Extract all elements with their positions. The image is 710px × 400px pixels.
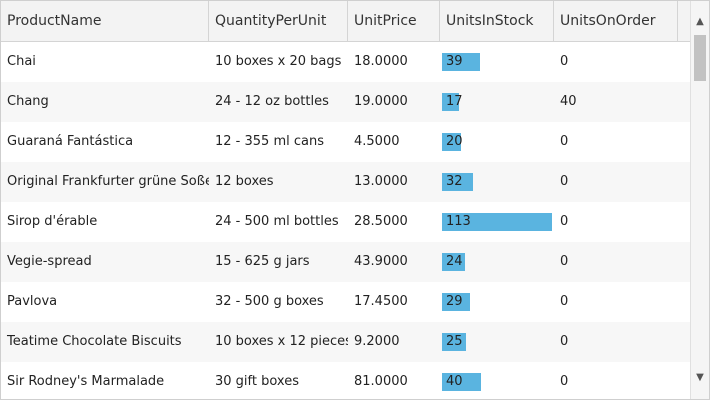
cell-quantityperunit: 24 - 500 ml bottles bbox=[215, 214, 339, 229]
cell-unitsinstock: 29 bbox=[440, 282, 554, 322]
cell-quantityperunit: 24 - 12 oz bottles bbox=[215, 94, 329, 109]
table-row[interactable]: Pavlova 32 - 500 g boxes 17.4500 29 0 bbox=[1, 282, 691, 322]
cell-unitsinstock: 25 bbox=[440, 322, 554, 362]
cell-unitsonorder: 0 bbox=[560, 254, 569, 269]
cell-unitsinstock: 20 bbox=[440, 122, 554, 162]
cell-productname: Chai bbox=[7, 54, 36, 69]
stock-bar bbox=[442, 173, 473, 191]
column-header-quantityperunit[interactable]: QuantityPerUnit bbox=[209, 1, 348, 41]
cell-unitprice: 81.0000 bbox=[354, 374, 408, 389]
column-header-unitsonorder[interactable]: UnitsOnOrder bbox=[554, 1, 678, 41]
cell-unitsinstock: 17 bbox=[440, 82, 554, 122]
cell-productname: Vegie-spread bbox=[7, 254, 92, 269]
cell-unitprice: 28.5000 bbox=[354, 214, 408, 229]
cell-unitsonorder: 0 bbox=[560, 134, 569, 149]
cell-quantityperunit: 30 gift boxes bbox=[215, 374, 299, 389]
cell-unitsonorder: 40 bbox=[560, 94, 577, 109]
grid-header: ProductName QuantityPerUnit UnitPrice Un… bbox=[1, 1, 709, 42]
cell-unitsonorder: 0 bbox=[560, 374, 569, 389]
cell-unitsinstock: 32 bbox=[440, 162, 554, 202]
cell-unitsonorder: 0 bbox=[560, 334, 569, 349]
cell-unitsinstock: 39 bbox=[440, 42, 554, 82]
cell-unitprice: 9.2000 bbox=[354, 334, 400, 349]
chevron-up-icon[interactable]: ▲ bbox=[696, 16, 704, 27]
table-row[interactable]: Guaraná Fantástica 12 - 355 ml cans 4.5000… bbox=[1, 122, 691, 162]
cell-unitsonorder: 0 bbox=[560, 214, 569, 229]
cell-unitprice: 13.0000 bbox=[354, 174, 408, 189]
table-row[interactable]: Vegie-spread 15 - 625 g jars 43.9000 24 0 bbox=[1, 242, 691, 282]
stock-value: 113 bbox=[446, 214, 471, 229]
cell-quantityperunit: 12 boxes bbox=[215, 174, 274, 189]
column-header-productname[interactable]: ProductName bbox=[1, 1, 209, 41]
cell-unitprice: 18.0000 bbox=[354, 54, 408, 69]
column-header-unitsinstock[interactable]: UnitsInStock bbox=[440, 1, 554, 41]
stock-value: 24 bbox=[446, 254, 463, 269]
cell-productname: Pavlova bbox=[7, 294, 58, 309]
grid-body: Chai 10 boxes x 20 bags 18.0000 39 0 Chang 24 … bbox=[1, 42, 691, 399]
cell-quantityperunit: 12 - 355 ml cans bbox=[215, 134, 324, 149]
cell-productname: Sirop d'érable bbox=[7, 214, 98, 229]
cell-unitprice: 4.5000 bbox=[354, 134, 400, 149]
stock-value: 20 bbox=[446, 134, 463, 149]
vertical-scrollbar[interactable]: ▲ ▼ bbox=[690, 1, 709, 399]
table-row[interactable]: Chang 24 - 12 oz bottles 19.0000 17 40 bbox=[1, 82, 691, 122]
cell-quantityperunit: 32 - 500 g boxes bbox=[215, 294, 324, 309]
cell-productname: Guaraná Fantástica bbox=[7, 134, 134, 149]
cell-productname: Teatime Chocolate Biscuits bbox=[7, 334, 182, 349]
stock-value: 40 bbox=[446, 374, 463, 389]
cell-productname: Sir Rodney's Marmalade bbox=[7, 374, 165, 389]
cell-unitsinstock: 24 bbox=[440, 242, 554, 282]
cell-productname: Chang bbox=[7, 94, 49, 109]
stock-value: 32 bbox=[446, 174, 463, 189]
stock-bar bbox=[442, 293, 470, 311]
scrollbar-thumb[interactable] bbox=[694, 35, 706, 81]
cell-unitsinstock: 40 bbox=[440, 362, 554, 399]
cell-quantityperunit: 15 - 625 g jars bbox=[215, 254, 310, 269]
cell-unitprice: 17.4500 bbox=[354, 294, 408, 309]
cell-unitprice: 19.0000 bbox=[354, 94, 408, 109]
stock-bar bbox=[442, 333, 466, 351]
cell-unitsonorder: 0 bbox=[560, 294, 569, 309]
stock-bar bbox=[442, 373, 481, 391]
stock-bar bbox=[442, 53, 480, 71]
stock-value: 29 bbox=[446, 294, 463, 309]
table-row[interactable]: Sir Rodney's Marmalade 30 gift boxes 81.00… bbox=[1, 362, 691, 399]
table-row[interactable]: Original Frankfurter grüne Soße 12 boxes 1… bbox=[1, 162, 691, 202]
stock-value: 25 bbox=[446, 334, 463, 349]
cell-unitprice: 43.9000 bbox=[354, 254, 408, 269]
cell-unitsinstock: 113 bbox=[440, 202, 554, 242]
stock-value: 17 bbox=[446, 94, 463, 109]
stock-bar bbox=[442, 253, 465, 271]
cell-quantityperunit: 10 boxes x 20 bags bbox=[215, 54, 342, 69]
cell-unitsonorder: 0 bbox=[560, 54, 569, 69]
table-row[interactable]: Sirop d'érable 24 - 500 ml bottles 28.5000… bbox=[1, 202, 691, 242]
table-row[interactable]: Teatime Chocolate Biscuits 10 boxes x 12 … bbox=[1, 322, 691, 362]
stock-bar bbox=[442, 93, 459, 111]
cell-unitsonorder: 0 bbox=[560, 174, 569, 189]
chevron-down-icon[interactable]: ▼ bbox=[696, 372, 704, 383]
cell-productname: Original Frankfurter grüne Soße bbox=[7, 174, 209, 189]
column-header-unitprice[interactable]: UnitPrice bbox=[348, 1, 440, 41]
cell-quantityperunit: 10 boxes x 12 pieces bbox=[215, 334, 348, 349]
stock-bar bbox=[442, 213, 552, 231]
table-row[interactable]: Chai 10 boxes x 20 bags 18.0000 39 0 bbox=[1, 42, 691, 82]
stock-value: 39 bbox=[446, 54, 463, 69]
stock-bar bbox=[442, 133, 461, 151]
